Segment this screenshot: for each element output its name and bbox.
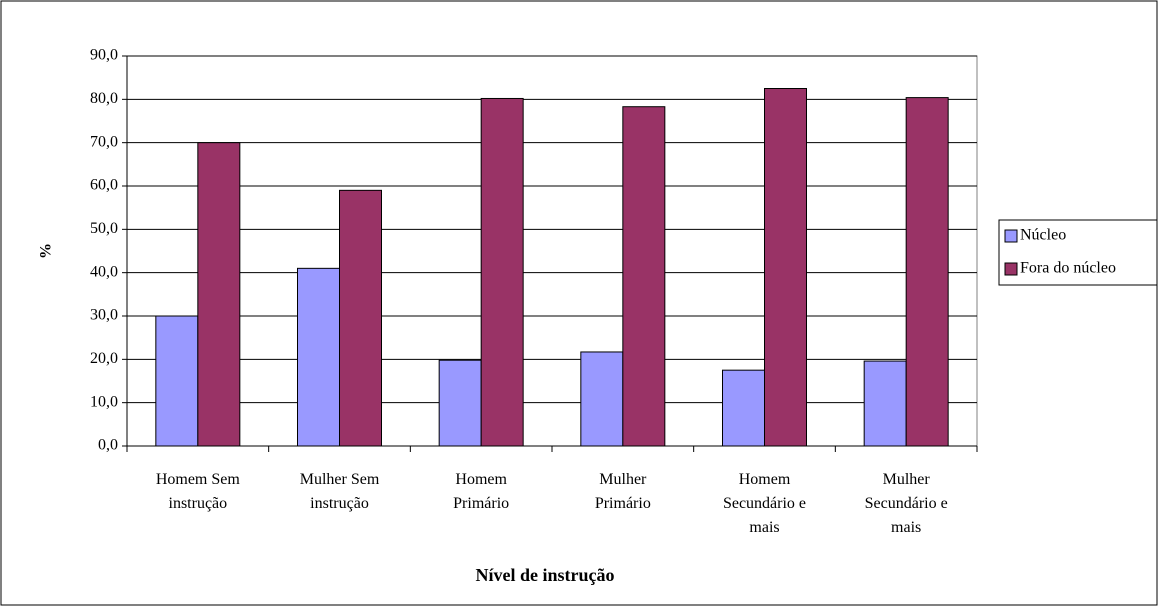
- x-tick-label: Homem Sem instrução: [156, 471, 241, 512]
- bar: [905, 97, 949, 447]
- y-tick-label: 50,0: [90, 220, 118, 237]
- legend-swatch: [1004, 262, 1018, 276]
- bar: [155, 315, 199, 447]
- x-tick-label: Mulher Primário: [595, 471, 651, 512]
- x-tick-label: Mulher Secundário e mais: [865, 471, 948, 536]
- y-tick-label: 20,0: [90, 350, 118, 367]
- bar: [863, 360, 907, 447]
- y-axis-title: %: [38, 243, 55, 259]
- bar: [622, 106, 666, 447]
- bar: [197, 142, 241, 447]
- bar: [339, 189, 382, 447]
- x-tick-label: Homem Secundário e mais: [723, 471, 806, 536]
- legend-label: Núcleo: [1020, 227, 1066, 244]
- x-axis-title: Nível de instrução: [476, 565, 615, 585]
- bar: [722, 369, 765, 447]
- bar: [438, 359, 482, 447]
- bar: [480, 97, 524, 447]
- x-tick-label: Mulher Sem instrução: [300, 471, 380, 512]
- y-tick-label: 10,0: [90, 393, 118, 410]
- legend-label: Fora do núcleo: [1020, 260, 1116, 277]
- y-tick-label: 70,0: [90, 133, 118, 150]
- y-tick-label: 90,0: [90, 47, 118, 64]
- bar: [297, 267, 340, 447]
- y-tick-label: 40,0: [90, 263, 118, 280]
- bar: [764, 88, 807, 447]
- y-tick-label: 0,0: [98, 437, 118, 454]
- y-tick-label: 80,0: [90, 90, 118, 107]
- plot-area: [126, 55, 978, 447]
- y-tick-label: 30,0: [90, 307, 118, 324]
- y-tick-label: 60,0: [90, 177, 118, 194]
- legend-box: [998, 219, 1158, 286]
- x-tick-label: Homem Primário: [453, 471, 509, 512]
- legend-swatch: [1004, 229, 1018, 243]
- bar: [580, 351, 624, 447]
